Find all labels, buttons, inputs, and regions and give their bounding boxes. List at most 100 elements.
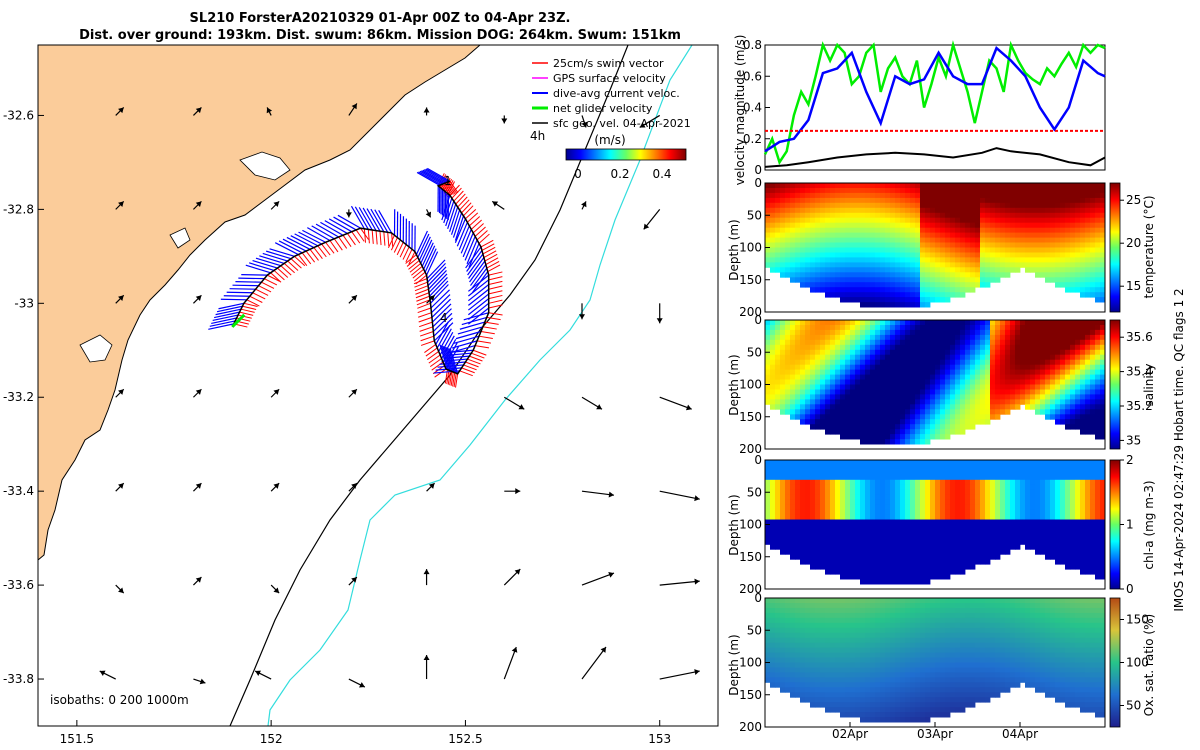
section-cell xyxy=(1100,297,1106,303)
section-cell xyxy=(795,359,801,366)
section-cell xyxy=(850,409,856,415)
geo-velocity-arrow xyxy=(115,107,125,116)
section-cell xyxy=(855,183,861,189)
swim-vector xyxy=(408,260,420,270)
section-cell xyxy=(910,222,916,229)
section-cell xyxy=(945,257,951,263)
section-cell xyxy=(860,232,866,238)
section-cell xyxy=(1025,474,1031,481)
section-cell xyxy=(1085,247,1091,253)
section-cell xyxy=(990,404,996,410)
section-cell xyxy=(805,554,811,560)
section-cell xyxy=(855,529,861,535)
section-cell xyxy=(1075,349,1081,356)
section-cell xyxy=(825,217,831,224)
section-cell xyxy=(1040,534,1046,540)
current-vector xyxy=(211,317,237,324)
section-cell xyxy=(810,354,816,361)
section-cell xyxy=(1055,484,1061,491)
section-cell xyxy=(860,329,866,336)
section-cell xyxy=(840,252,846,258)
section-cell xyxy=(995,519,1001,525)
section-cell xyxy=(840,494,846,501)
section-cell xyxy=(805,207,811,214)
section-cell xyxy=(880,534,886,540)
section-cell xyxy=(840,277,846,283)
section-cell xyxy=(895,207,901,214)
current-vector xyxy=(266,250,292,260)
section-cell xyxy=(850,465,856,471)
section-cell xyxy=(1085,222,1091,229)
section-cell xyxy=(1055,489,1061,496)
section-cell xyxy=(980,334,986,341)
current-vector xyxy=(468,293,490,311)
section-cell xyxy=(910,574,916,580)
section-cell xyxy=(1100,509,1106,515)
section-cell xyxy=(920,349,926,356)
section-cell xyxy=(920,389,926,395)
section-cell xyxy=(985,339,991,346)
section-cell xyxy=(1055,364,1061,371)
section-cell xyxy=(950,237,956,243)
section-cell xyxy=(815,399,821,405)
section-cell xyxy=(810,222,816,229)
section-cell xyxy=(805,197,811,204)
section-cell xyxy=(935,419,941,425)
section-cell xyxy=(940,509,946,515)
section-cell xyxy=(775,262,781,268)
section-cell xyxy=(1070,192,1076,199)
colorbar-unit-label: (m/s) xyxy=(594,133,625,147)
swim-vector xyxy=(346,233,356,246)
section-cell xyxy=(1075,414,1081,420)
section-cell xyxy=(945,419,951,425)
section-cell xyxy=(960,429,966,435)
section-cell xyxy=(970,227,976,234)
section-cell xyxy=(950,559,956,565)
section-cell xyxy=(770,359,776,366)
section-cell xyxy=(975,222,981,229)
swim-vector xyxy=(379,231,382,246)
section-cell xyxy=(900,569,906,575)
section-cell xyxy=(775,320,781,326)
swim-vector xyxy=(461,202,472,214)
section-cell xyxy=(910,202,916,209)
section-cell xyxy=(1010,534,1016,540)
section-cell xyxy=(820,564,826,570)
swim-vector xyxy=(329,240,339,253)
section-cell xyxy=(1010,504,1016,511)
section-cell xyxy=(775,494,781,501)
section-cell xyxy=(765,479,771,486)
section-cell xyxy=(1075,252,1081,258)
section-cell xyxy=(1035,359,1041,366)
section-cell xyxy=(1025,359,1031,366)
section-cell xyxy=(1090,292,1096,298)
section-cell xyxy=(905,569,911,575)
section-cell xyxy=(1025,509,1031,515)
section-cell xyxy=(1080,202,1086,209)
section-cell xyxy=(810,469,816,476)
section-cell xyxy=(775,484,781,491)
section-cell xyxy=(990,409,996,415)
section-cell xyxy=(850,460,856,466)
section-cell xyxy=(890,207,896,214)
section-cell xyxy=(960,419,966,425)
section-cell xyxy=(835,183,841,189)
section-cell xyxy=(765,197,771,204)
swim-vector xyxy=(287,260,299,271)
section-colorbar xyxy=(1109,182,1121,313)
section-cell xyxy=(815,389,821,395)
section-cell xyxy=(1055,212,1061,219)
section-cell xyxy=(820,344,826,351)
coastline-land xyxy=(38,45,481,561)
section-cell xyxy=(890,247,896,253)
section-cell xyxy=(1050,514,1056,520)
section-cell xyxy=(840,227,846,234)
section-cell xyxy=(945,183,951,189)
section-cell xyxy=(780,247,786,253)
section-cell xyxy=(805,325,811,331)
section-cell xyxy=(990,277,996,283)
section-cell xyxy=(860,474,866,481)
section-cell xyxy=(885,192,891,199)
section-cell xyxy=(1065,549,1071,555)
section-cell xyxy=(955,277,961,283)
